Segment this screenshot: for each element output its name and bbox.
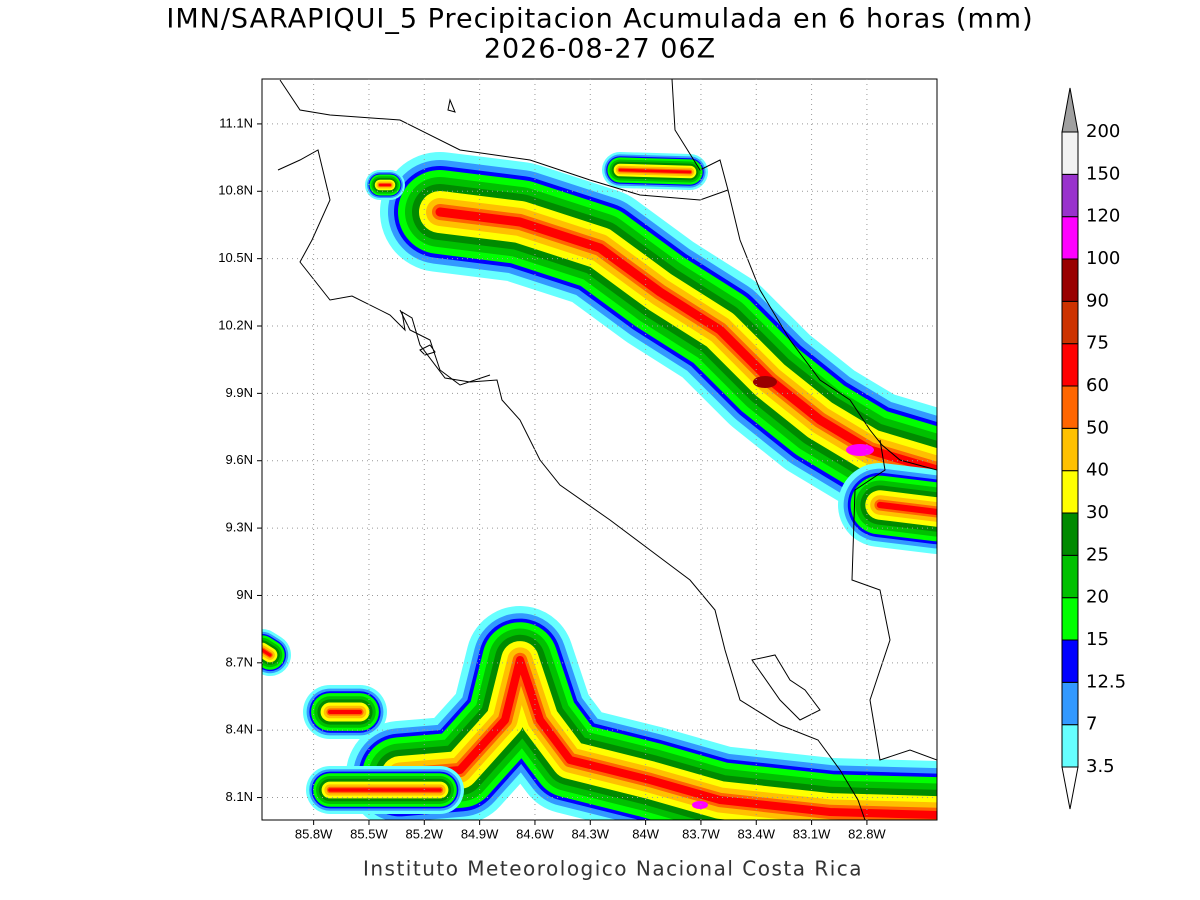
colorbar-swatch <box>1061 639 1079 683</box>
colorbar-label: 100 <box>1086 248 1120 269</box>
lat-tick-label: 8.4N <box>226 722 253 737</box>
lat-tick-label: 9N <box>236 587 253 602</box>
colorbar-label: 40 <box>1086 460 1109 481</box>
precip-max <box>692 801 708 809</box>
precip-max <box>753 376 777 388</box>
lon-tick-label: 84.9W <box>461 826 499 841</box>
colorbar-label: 25 <box>1086 544 1109 565</box>
colorbar-arrow-high <box>1061 87 1079 133</box>
colorbar-label: 75 <box>1086 333 1109 354</box>
precip-field <box>262 79 937 820</box>
colorbar-label: 90 <box>1086 290 1109 311</box>
colorbar-swatch <box>1061 343 1079 387</box>
subtitle: 2026-08-27 06Z <box>484 34 716 65</box>
colorbar-swatch <box>1061 258 1079 302</box>
lat-tick-label: 10.8N <box>218 183 253 198</box>
colorbar-swatch <box>1061 300 1079 345</box>
lon-tick-label: 85.8W <box>295 826 333 841</box>
map-frame <box>261 78 938 821</box>
lat-tick-label: 9.3N <box>226 520 253 535</box>
lat-tick-label: 11.1N <box>219 115 253 130</box>
colorbar-label: 50 <box>1086 417 1109 438</box>
colorbar-swatch <box>1061 470 1079 514</box>
colorbar-swatch <box>1061 385 1079 429</box>
lon-tick-label: 85.5W <box>350 826 388 841</box>
colorbar-label: 120 <box>1086 206 1120 227</box>
lat-tick-label: 8.7N <box>226 654 253 669</box>
colorbar-label: 15 <box>1086 629 1109 650</box>
precip-contour <box>435 207 937 475</box>
lat-tick-label: 9.9N <box>226 385 253 400</box>
colorbar-swatch <box>1061 131 1079 175</box>
colorbar-swatch <box>1061 173 1079 218</box>
colorbar-label: 200 <box>1086 121 1120 142</box>
lat-tick-label: 10.5N <box>218 250 253 265</box>
colorbar-swatch <box>1061 597 1079 641</box>
colorbar-label: 150 <box>1086 163 1120 184</box>
colorbar-label: 30 <box>1086 502 1109 523</box>
lon-tick-label: 84.6W <box>516 826 554 841</box>
precip-max <box>846 444 874 456</box>
lat-tick-label: 8.1N <box>226 789 253 804</box>
precip-contour <box>618 168 692 174</box>
colorbar-arrow-low <box>1061 766 1079 810</box>
footer: Instituto Meteorologico Nacional Costa R… <box>363 857 863 881</box>
colorbar-label: 7 <box>1086 714 1097 735</box>
lon-tick-label: 84.3W <box>571 826 609 841</box>
coastline <box>277 79 937 820</box>
precip-contour <box>395 655 937 820</box>
lon-tick-label: 82.8W <box>848 826 886 841</box>
precip-contour <box>876 501 937 516</box>
colorbar-label: 3.5 <box>1086 756 1115 777</box>
lon-tick-label: 83.7W <box>682 826 720 841</box>
colorbar-swatch <box>1061 554 1079 599</box>
precip-contour <box>262 648 272 657</box>
title: IMN/SARAPIQUI_5 Precipitacion Acumulada … <box>166 4 1033 35</box>
colorbar-swatch <box>1061 216 1079 260</box>
lon-tick-label: 84W <box>632 826 659 841</box>
colorbar-swatch <box>1061 427 1079 472</box>
colorbar-swatch <box>1061 724 1079 768</box>
lon-tick-label: 83.4W <box>737 826 775 841</box>
colorbar-swatch <box>1061 512 1079 556</box>
lat-tick-label: 10.2N <box>218 317 253 332</box>
lon-tick-label: 85.2W <box>406 826 444 841</box>
colorbar-label: 20 <box>1086 587 1109 608</box>
colorbar-swatch <box>1061 681 1079 726</box>
lon-tick-label: 83.1W <box>793 826 831 841</box>
colorbar-label: 12.5 <box>1086 671 1126 692</box>
colorbar-label: 60 <box>1086 375 1109 396</box>
lat-tick-label: 9.6N <box>226 452 253 467</box>
